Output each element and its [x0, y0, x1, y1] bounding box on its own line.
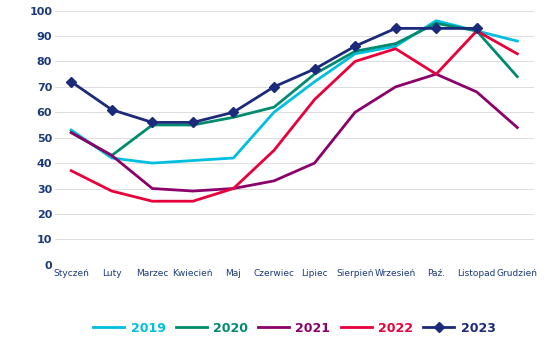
Legend: 2019, 2020, 2021, 2022, 2023: 2019, 2020, 2021, 2022, 2023 — [88, 317, 500, 340]
